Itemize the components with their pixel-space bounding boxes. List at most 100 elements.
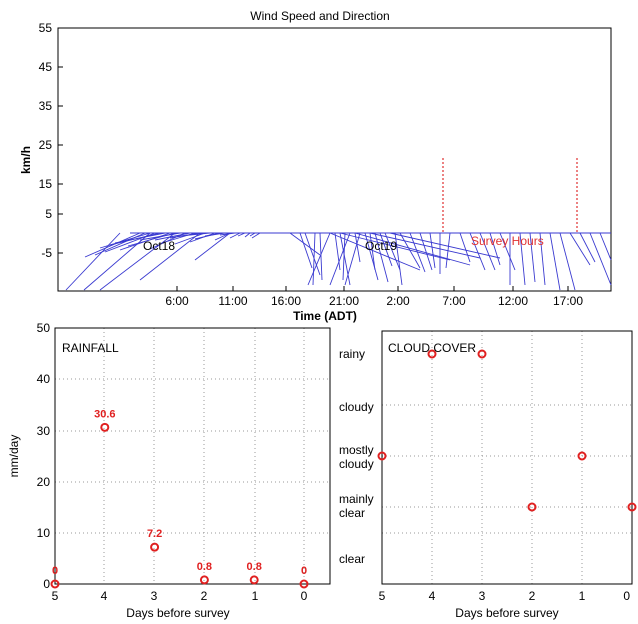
wind-vector	[204, 232, 226, 237]
wind-xtick: 6:00	[165, 294, 189, 308]
wind-vectors	[65, 232, 612, 291]
wind-xtick: 7:00	[442, 294, 466, 308]
wind-vector	[312, 232, 316, 286]
rain-x-ticks: 5 4 3 2 1 0	[52, 589, 308, 603]
rain-title: RAINFALL	[62, 341, 119, 355]
wind-vector	[354, 232, 471, 266]
rain-data-label: 7.2	[147, 528, 162, 540]
wind-ytick: 15	[39, 177, 53, 191]
cloud-point	[377, 451, 387, 461]
oct19-label: Oct19	[365, 239, 397, 253]
wind-plot: Oct18 Oct19 Survey Hours	[57, 27, 612, 292]
wind-vector	[569, 232, 591, 266]
wind-vector	[539, 232, 546, 286]
rain-xtick: 4	[101, 589, 108, 603]
cloud-xtick: 1	[579, 589, 586, 603]
cloud-point	[427, 349, 437, 359]
cloud-point	[627, 502, 637, 512]
rain-data-label: 0	[52, 565, 58, 577]
rain-ytick: 30	[37, 424, 51, 438]
wind-vector	[219, 232, 236, 236]
wind-vector	[519, 232, 526, 286]
rain-point	[50, 579, 60, 589]
wind-vector	[114, 232, 166, 244]
cloud-points	[377, 349, 637, 512]
wind-vector	[589, 232, 612, 286]
wind-vector	[84, 232, 141, 258]
wind-vector	[339, 232, 351, 286]
wind-vector	[307, 232, 331, 286]
wind-vector	[549, 232, 561, 291]
wind-ytick: 5	[45, 207, 52, 221]
rain-point	[100, 422, 110, 432]
wind-vector	[599, 232, 612, 261]
rain-points: 0 30.6 7.2 0.8 0.8 0	[50, 408, 309, 589]
wind-vector	[244, 232, 251, 238]
cloud-ytick-rainy: rainy	[339, 347, 365, 361]
rain-ytick: 10	[37, 526, 51, 540]
wind-vector	[174, 232, 206, 245]
cloud-ytick-mainly-clear: mainly clear	[339, 492, 374, 520]
wind-vector	[319, 232, 323, 281]
rainfall-panel: RAINFALL 50 40 30 20 10 0 5 4 3 2 1 0 Da…	[7, 321, 331, 620]
oct18-label: Oct18	[143, 239, 175, 253]
wind-vector	[83, 232, 151, 291]
wind-ytick: 55	[39, 21, 53, 35]
rain-xtick: 0	[301, 589, 308, 603]
rain-point	[150, 542, 160, 552]
cloud-x-ticks: 5 4 3 2 1 0	[379, 589, 631, 603]
wind-vector	[229, 232, 241, 239]
wind-vector	[459, 232, 471, 263]
wind-y-ticks: 55 45 35 25 15 5 -5	[39, 21, 63, 260]
wind-x-ticks: 6:00 11:00 16:00 21:00 2:00 7:00 12:00 1…	[165, 286, 583, 308]
wind-vector	[389, 232, 501, 259]
wind-vector	[419, 232, 433, 271]
cloud-point	[577, 451, 587, 461]
rain-ytick: 0	[43, 577, 50, 591]
cloud-panel: CLOUD COVER rainy cloudy mostly cloudy ma…	[339, 330, 637, 620]
cloud-x-axis-label: Days before survey	[455, 606, 558, 620]
wind-ytick: 35	[39, 99, 53, 113]
cloud-point	[477, 349, 487, 359]
wind-axes-frame	[57, 27, 612, 292]
rain-xtick: 3	[151, 589, 158, 603]
wind-vector	[329, 232, 421, 271]
rain-point	[249, 575, 259, 585]
rain-ytick: 50	[37, 321, 51, 335]
wind-vector	[409, 232, 426, 273]
wind-vector	[299, 232, 313, 269]
rain-ytick: 40	[37, 372, 51, 386]
wind-ytick: 25	[39, 138, 53, 152]
wind-vector	[65, 232, 121, 291]
rain-xtick: 2	[201, 589, 208, 603]
wind-vector	[289, 232, 321, 256]
wind-vector	[354, 232, 361, 263]
wind-vector	[499, 232, 516, 271]
cloud-y-ticks: rainy cloudy mostly cloudy mainly clear cl…	[339, 347, 374, 566]
cloud-ytick-cloudy: cloudy	[339, 400, 374, 414]
cloud-xtick: 3	[479, 589, 486, 603]
wind-vector	[194, 232, 231, 261]
wind-vector	[429, 232, 436, 269]
wind-vector	[529, 232, 536, 283]
wind-vector	[469, 232, 486, 271]
wind-vector	[237, 232, 246, 237]
rain-data-label: 0	[301, 565, 307, 577]
wind-vector	[394, 232, 403, 286]
wind-vector	[251, 232, 261, 239]
rain-x-axis-label: Days before survey	[126, 606, 229, 620]
rain-xtick: 5	[52, 589, 59, 603]
wind-vector	[344, 232, 361, 286]
wind-vector	[342, 232, 346, 281]
wind-vector	[369, 232, 481, 259]
wind-vector	[369, 232, 376, 271]
rain-xtick: 1	[252, 589, 259, 603]
rain-y-ticks: 50 40 30 20 10 0	[37, 321, 51, 591]
cloud-point	[527, 502, 537, 512]
wind-title: Wind Speed and Direction	[250, 9, 389, 23]
rain-data-label: 0.8	[197, 561, 212, 573]
rain-point	[199, 575, 209, 585]
wind-vector	[139, 232, 201, 281]
wind-vector	[559, 232, 576, 291]
